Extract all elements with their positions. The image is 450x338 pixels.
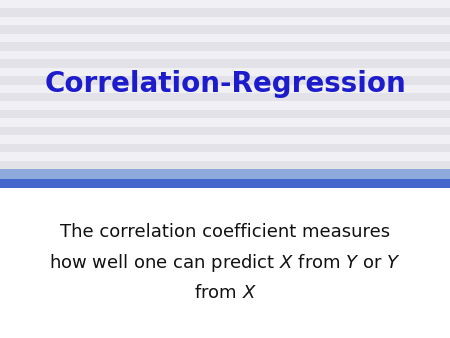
- Bar: [0, 68, 450, 76]
- Bar: [0, 34, 450, 42]
- Bar: [0, 17, 450, 25]
- Bar: [0, 110, 450, 118]
- Bar: [0, 93, 450, 101]
- Bar: [0, 152, 450, 161]
- Bar: [0, 135, 450, 144]
- Bar: [0, 76, 450, 84]
- Text: from $X$: from $X$: [194, 284, 256, 302]
- Bar: [0, 127, 450, 135]
- Bar: [0, 161, 450, 169]
- Text: The correlation coefficient measures: The correlation coefficient measures: [60, 223, 390, 241]
- Bar: [0, 8, 450, 17]
- Bar: [0, 169, 450, 179]
- Bar: [0, 188, 450, 338]
- Bar: [0, 118, 450, 127]
- Text: Correlation-Regression: Correlation-Regression: [44, 71, 406, 98]
- Bar: [0, 179, 450, 188]
- Bar: [0, 84, 450, 93]
- Bar: [0, 59, 450, 68]
- Bar: [0, 25, 450, 34]
- Bar: [0, 0, 450, 8]
- Text: how well one can predict $X$ from $Y$ or $Y$: how well one can predict $X$ from $Y$ or…: [49, 252, 401, 274]
- Bar: [0, 42, 450, 51]
- Bar: [0, 101, 450, 110]
- Bar: [0, 144, 450, 152]
- Bar: [0, 51, 450, 59]
